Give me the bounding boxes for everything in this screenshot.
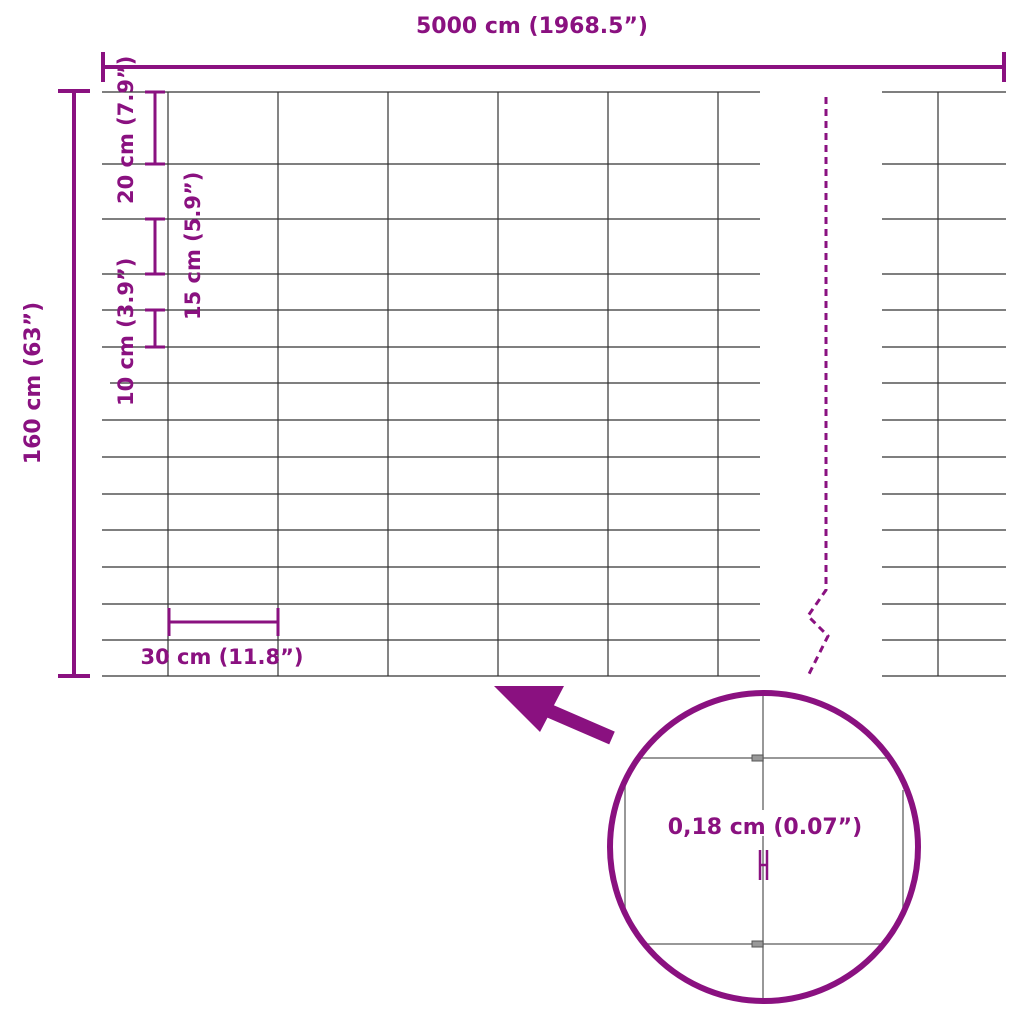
- length-label: 5000 cm (1968.5”): [416, 14, 648, 39]
- spacing-markers: [145, 90, 280, 636]
- bottom-spacing-label: 10 cm (3.9”): [114, 258, 138, 406]
- height-dimension: [58, 89, 90, 678]
- wire-diameter-label: 0,18 cm (0.07”): [668, 815, 862, 840]
- mesh-width-label: 30 cm (11.8”): [141, 645, 304, 669]
- height-label: 160 cm (63”): [21, 302, 46, 464]
- wire-mesh: [102, 91, 1006, 677]
- break-line: [806, 97, 830, 677]
- detail-magnifier: [607, 690, 921, 1004]
- arrow-icon: [494, 686, 615, 745]
- middle-spacing-label: 15 cm (5.9”): [181, 172, 205, 320]
- length-dimension: [101, 52, 1006, 82]
- top-spacing-label: 20 cm (7.9”): [114, 56, 138, 204]
